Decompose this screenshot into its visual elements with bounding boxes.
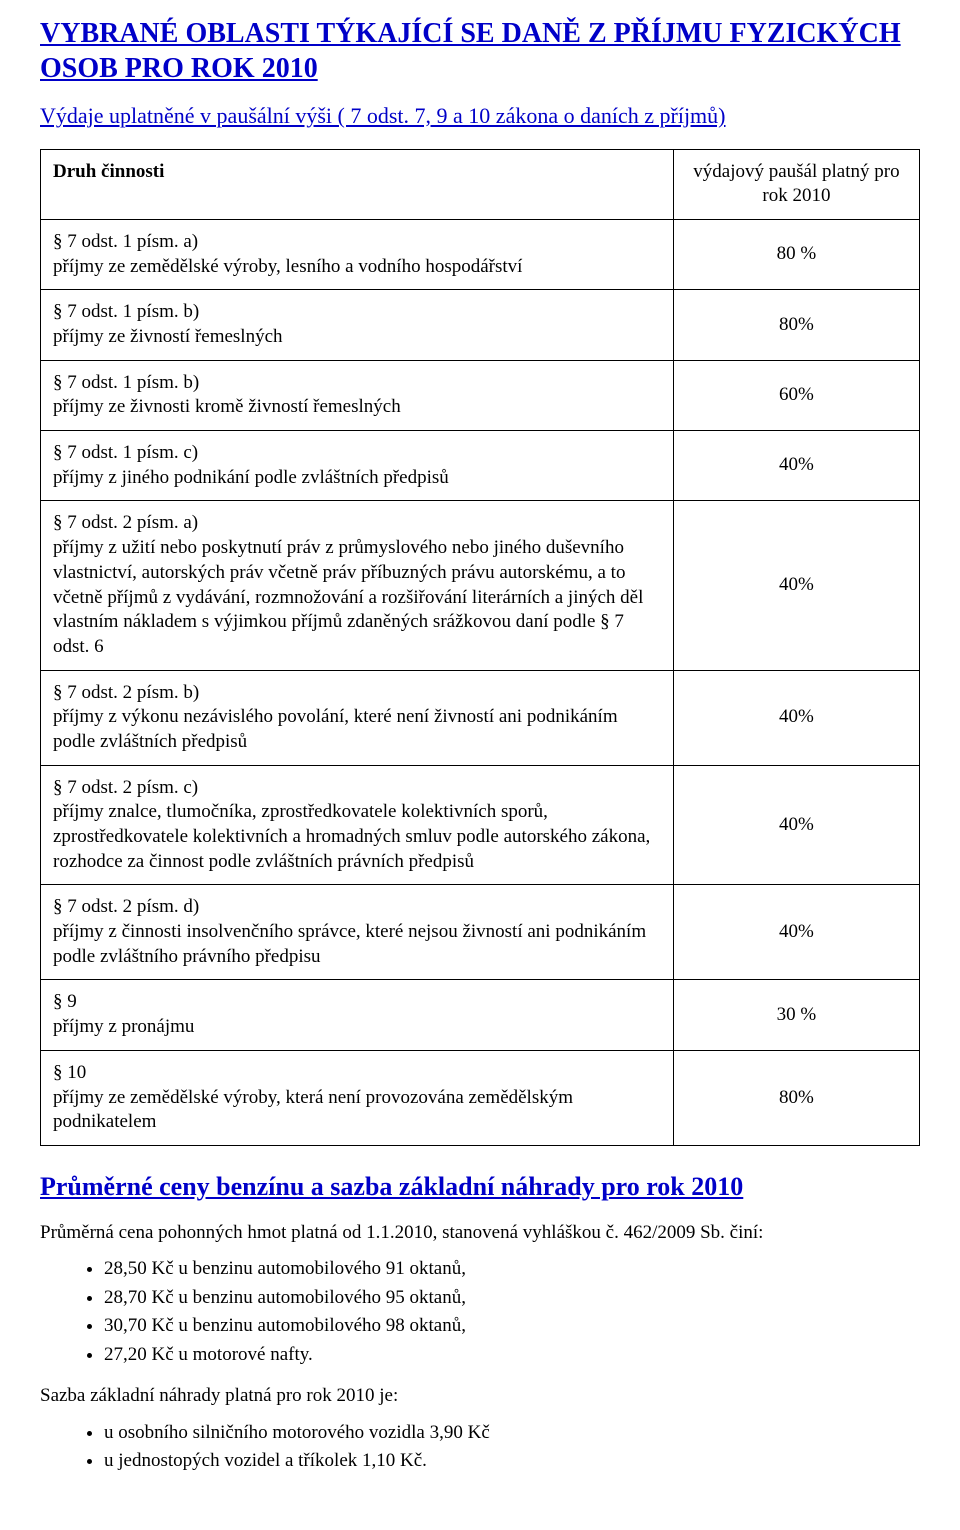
table-row: § 10 příjmy ze zemědělské výroby, která …	[41, 1050, 920, 1145]
list-item: u osobního silničního motorového vozidla…	[104, 1419, 920, 1448]
list-item: 30,70 Kč u benzinu automobilového 98 okt…	[104, 1312, 920, 1341]
rate-cell: 80%	[673, 1050, 919, 1145]
rate-cell: 30 %	[673, 980, 919, 1050]
subheading-expenses: Výdaje uplatněné v paušální výši ( 7 ods…	[40, 102, 920, 131]
table-row: § 7 odst. 1 písm. b) příjmy ze živnosti …	[41, 360, 920, 430]
activity-cell: § 10 příjmy ze zemědělské výroby, která …	[41, 1050, 674, 1145]
flat-rate-expenses-table: Druh činnosti výdajový paušál platný pro…	[40, 149, 920, 1146]
rate-cell: 40%	[673, 501, 919, 670]
list-item: 28,50 Kč u benzinu automobilového 91 okt…	[104, 1255, 920, 1284]
table-header-row: Druh činnosti výdajový paušál platný pro…	[41, 149, 920, 219]
section-heading-fuel: Průměrné ceny benzínu a sazba základní n…	[40, 1170, 920, 1204]
rate-cell: 60%	[673, 360, 919, 430]
base-rate-list: u osobního silničního motorového vozidla…	[40, 1419, 920, 1476]
col-header-rate: výdajový paušál platný pro rok 2010	[673, 149, 919, 219]
fuel-intro-paragraph: Průměrná cena pohonných hmot platná od 1…	[40, 1220, 920, 1246]
activity-cell: § 9 příjmy z pronájmu	[41, 980, 674, 1050]
page-title: VYBRANÉ OBLASTI TÝKAJÍCÍ SE DANĚ Z PŘÍJM…	[40, 16, 920, 86]
list-item: 27,20 Kč u motorové nafty.	[104, 1341, 920, 1370]
list-item: 28,70 Kč u benzinu automobilového 95 okt…	[104, 1284, 920, 1313]
rate-cell: 80 %	[673, 219, 919, 289]
rate-cell: 40%	[673, 885, 919, 980]
table-row: § 7 odst. 2 písm. d) příjmy z činnosti i…	[41, 885, 920, 980]
table-row: § 9 příjmy z pronájmu30 %	[41, 980, 920, 1050]
activity-cell: § 7 odst. 2 písm. c) příjmy znalce, tlum…	[41, 765, 674, 885]
rate-cell: 40%	[673, 765, 919, 885]
activity-cell: § 7 odst. 1 písm. b) příjmy ze živnosti …	[41, 360, 674, 430]
table-row: § 7 odst. 2 písm. b) příjmy z výkonu nez…	[41, 670, 920, 765]
base-rate-intro-paragraph: Sazba základní náhrady platná pro rok 20…	[40, 1383, 920, 1409]
list-item: u jednostopých vozidel a tříkolek 1,10 K…	[104, 1447, 920, 1476]
activity-cell: § 7 odst. 2 písm. b) příjmy z výkonu nez…	[41, 670, 674, 765]
table-row: § 7 odst. 1 písm. a) příjmy ze zemědělsk…	[41, 219, 920, 289]
fuel-price-list: 28,50 Kč u benzinu automobilového 91 okt…	[40, 1255, 920, 1369]
table-row: § 7 odst. 2 písm. c) příjmy znalce, tlum…	[41, 765, 920, 885]
document-page: VYBRANÉ OBLASTI TÝKAJÍCÍ SE DANĚ Z PŘÍJM…	[0, 0, 960, 1530]
activity-cell: § 7 odst. 1 písm. c) příjmy z jiného pod…	[41, 431, 674, 501]
rate-cell: 80%	[673, 290, 919, 360]
table-row: § 7 odst. 2 písm. a) příjmy z užití nebo…	[41, 501, 920, 670]
activity-cell: § 7 odst. 2 písm. a) příjmy z užití nebo…	[41, 501, 674, 670]
table-row: § 7 odst. 1 písm. c) příjmy z jiného pod…	[41, 431, 920, 501]
col-header-activity: Druh činnosti	[41, 149, 674, 219]
table-row: § 7 odst. 1 písm. b) příjmy ze živností …	[41, 290, 920, 360]
rate-cell: 40%	[673, 670, 919, 765]
rate-cell: 40%	[673, 431, 919, 501]
activity-cell: § 7 odst. 1 písm. b) příjmy ze živností …	[41, 290, 674, 360]
activity-cell: § 7 odst. 2 písm. d) příjmy z činnosti i…	[41, 885, 674, 980]
activity-cell: § 7 odst. 1 písm. a) příjmy ze zemědělsk…	[41, 219, 674, 289]
